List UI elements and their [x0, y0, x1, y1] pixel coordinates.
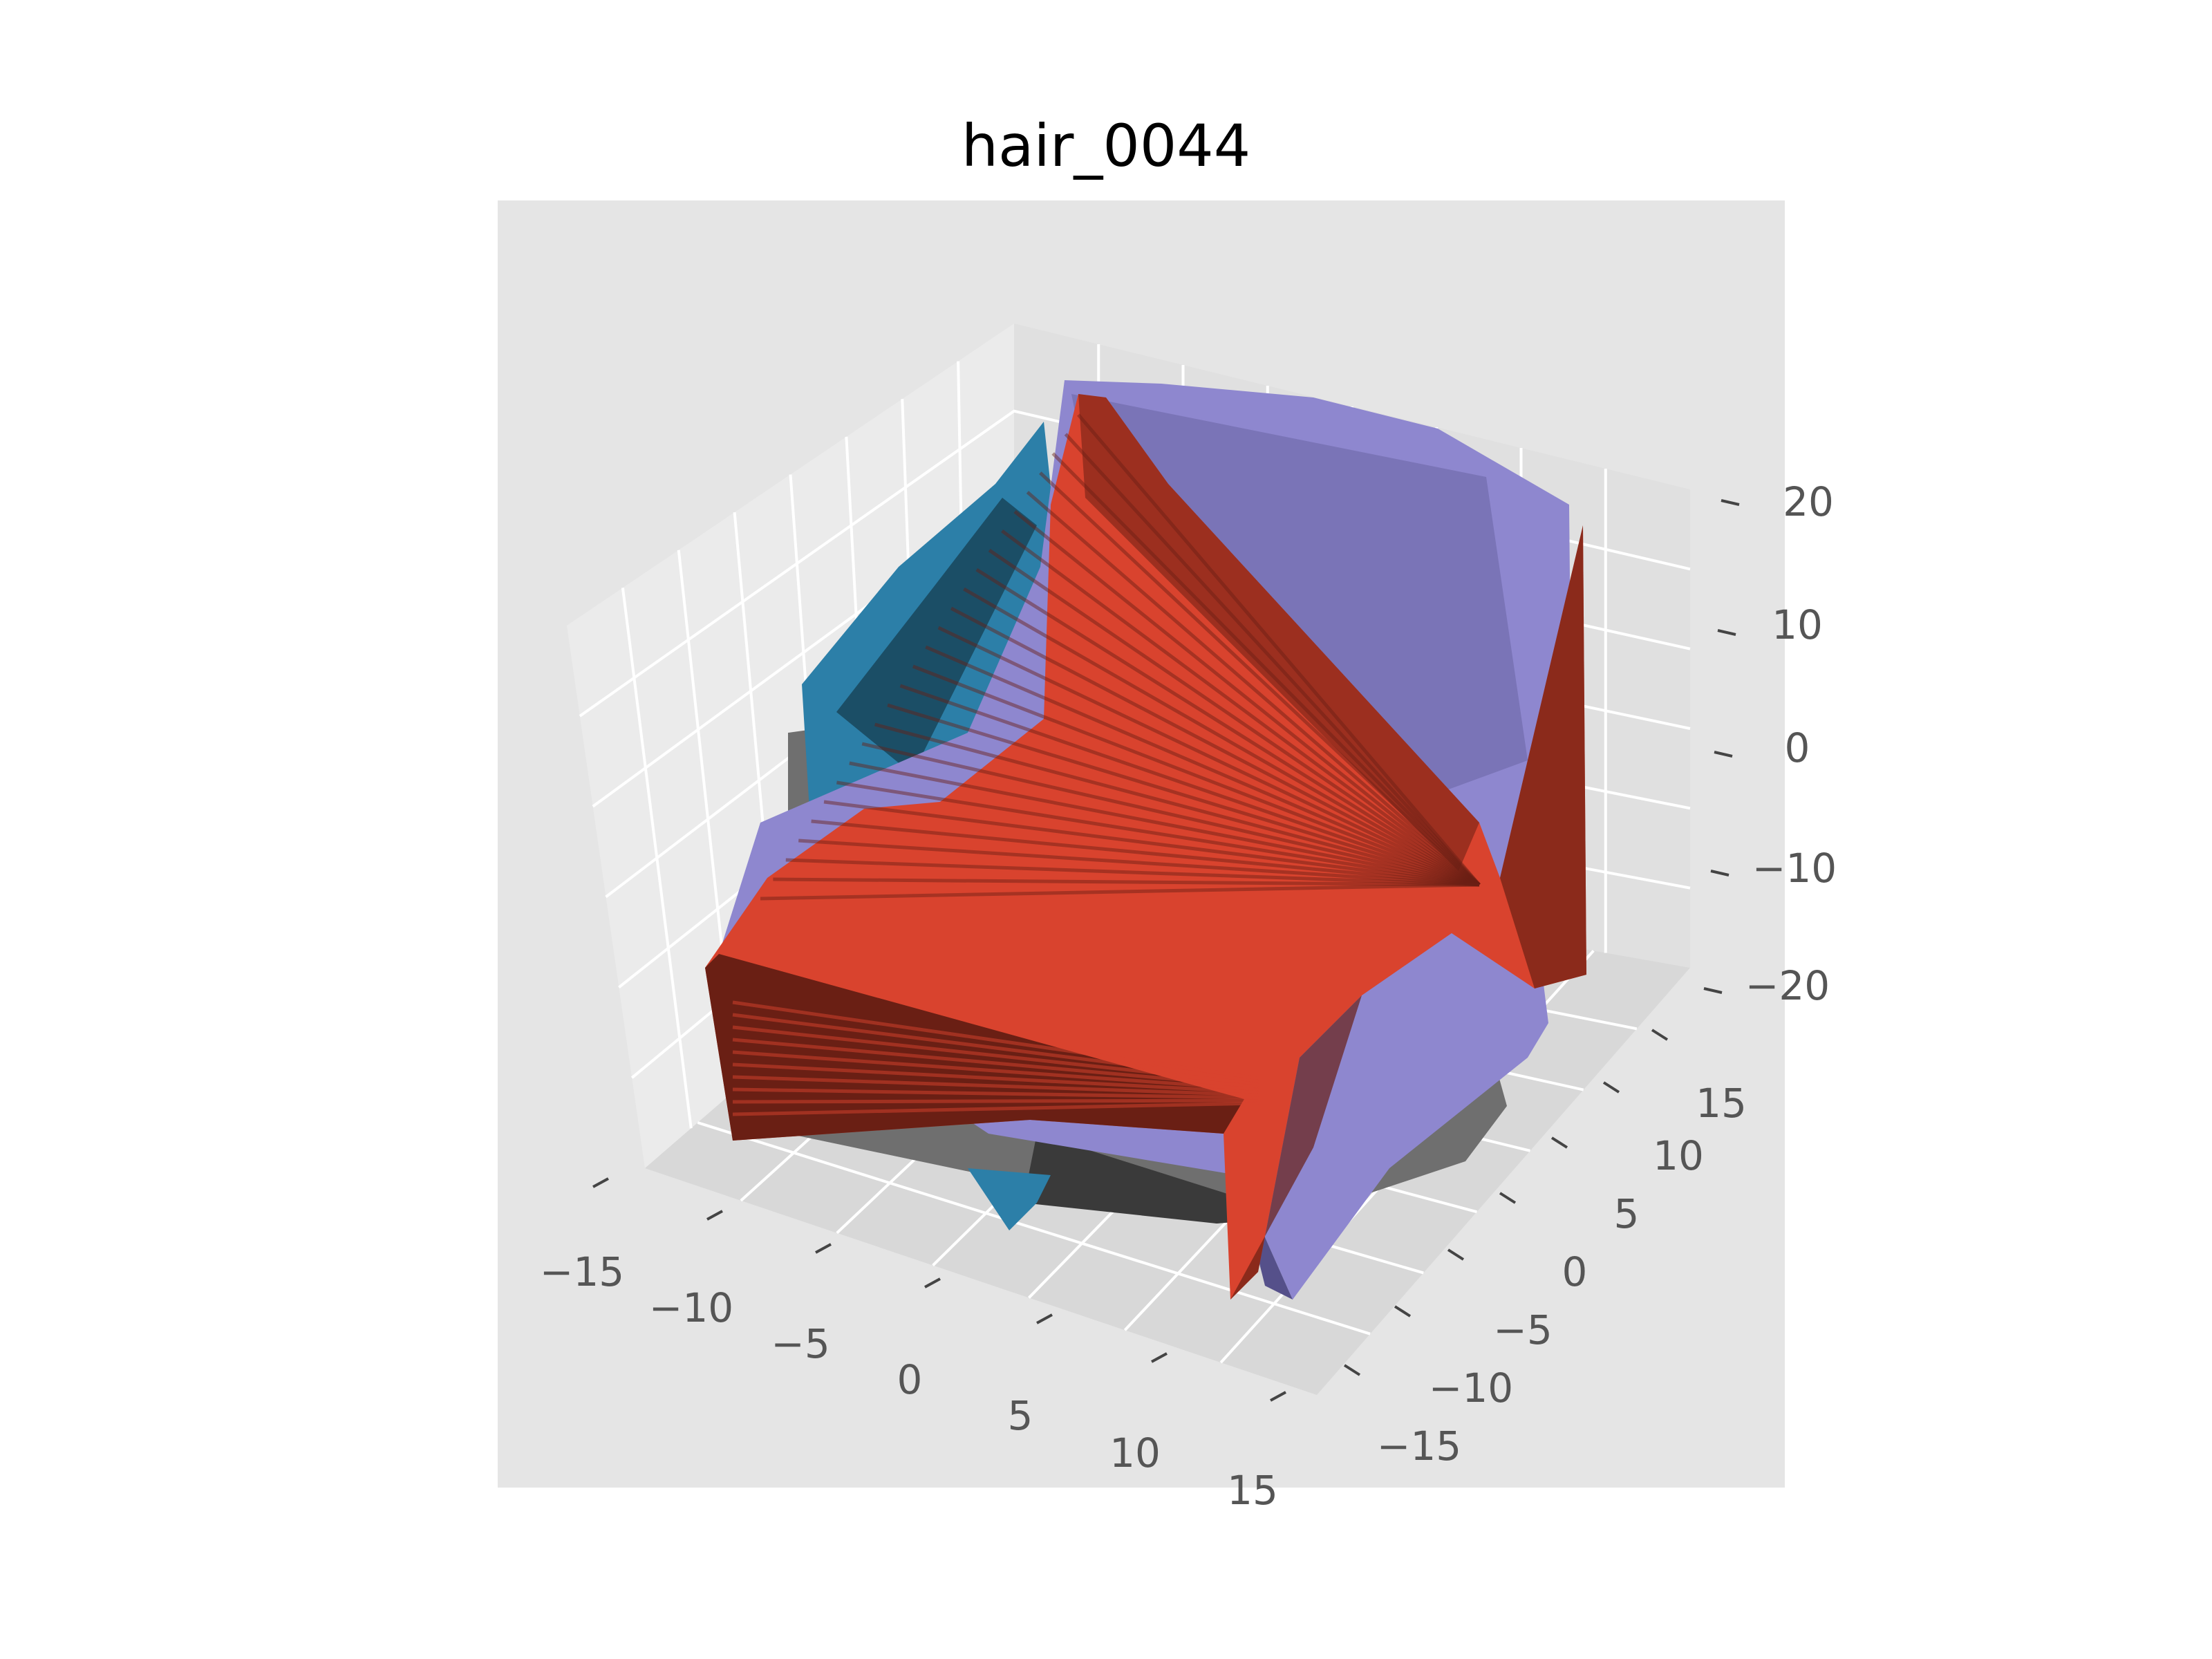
surface-red-edge — [1026, 491, 1481, 886]
y-tick-label: 5 — [1614, 1190, 1640, 1237]
surface-red-edge — [732, 1062, 1259, 1094]
x-tick — [1036, 1313, 1053, 1324]
axis-ticks — [592, 499, 1740, 1402]
surface-red-edge — [887, 703, 1480, 887]
x-tick — [1270, 1391, 1286, 1402]
surface-red-edge — [874, 722, 1480, 887]
surface-red-edge — [773, 877, 1480, 887]
x-tick — [815, 1243, 832, 1254]
z-tick — [1717, 629, 1736, 636]
z-tick — [1703, 987, 1723, 994]
surface-red-edge — [785, 858, 1480, 887]
z-tick-label: −20 — [1745, 962, 1830, 1009]
surface-blue — [968, 1168, 1051, 1230]
z-tick-label: 10 — [1772, 601, 1823, 648]
surface-red-edge — [1001, 529, 1481, 887]
y-tick-label: −10 — [1429, 1365, 1513, 1412]
chart-title: hair_0044 — [962, 112, 1250, 180]
surface-red-edge — [732, 1098, 1259, 1104]
surface-red-edge — [988, 548, 1481, 887]
surface-red-edge — [1077, 413, 1481, 886]
x-tick — [1151, 1352, 1168, 1363]
x-tick-label: −15 — [540, 1248, 624, 1295]
x-tick — [924, 1277, 941, 1288]
surface-red-shadow — [1500, 525, 1586, 988]
y-tick-label: −15 — [1377, 1423, 1461, 1470]
y-tick-label: 0 — [1562, 1248, 1588, 1295]
z-tick-label: −10 — [1752, 845, 1837, 892]
y-tick — [1550, 1136, 1568, 1149]
surface-red-edge — [899, 684, 1480, 887]
z-tick — [1710, 870, 1730, 877]
surface-red-edge — [849, 761, 1480, 887]
surface-red-edge — [732, 1101, 1259, 1116]
surface-red-edge — [1013, 510, 1481, 886]
surface-red-edge — [823, 800, 1480, 887]
x-tick — [592, 1177, 609, 1188]
y-axis: −15 −10 −5 0 5 10 15 — [1377, 1080, 1747, 1470]
x-tick-label: −10 — [649, 1284, 733, 1331]
surface-red-edge — [732, 1050, 1259, 1091]
surface-red-edge — [937, 626, 1481, 887]
surface-blue-shadow — [836, 498, 1037, 774]
surface-red-edge — [760, 883, 1480, 901]
z-tick — [1714, 751, 1733, 758]
surface-red-edge — [950, 606, 1481, 887]
surface-red-edge — [975, 568, 1481, 887]
y-tick-label: 15 — [1696, 1080, 1747, 1127]
surface-red-edge — [925, 645, 1480, 887]
surface-red-edge — [963, 587, 1481, 887]
z-axis: −20 −10 0 10 20 — [1745, 478, 1837, 1009]
gridline — [697, 1121, 1371, 1335]
plot-area — [498, 200, 1785, 1488]
surface-red-edge — [836, 780, 1480, 887]
y-tick — [1447, 1248, 1465, 1261]
surface-red-edge — [861, 742, 1480, 887]
x-tick — [706, 1210, 723, 1221]
y-tick — [1602, 1081, 1620, 1094]
y-tick-label: −5 — [1493, 1306, 1553, 1353]
surface-red-edge — [732, 1000, 1259, 1080]
y-tick — [1394, 1305, 1412, 1318]
y-tick — [1343, 1364, 1361, 1376]
x-tick-label: 10 — [1109, 1430, 1161, 1477]
x-tick-label: 0 — [897, 1356, 923, 1403]
surface-red-shadow — [1230, 995, 1362, 1300]
surface-red-edge — [912, 664, 1480, 887]
surface-red-edge — [732, 1075, 1259, 1097]
y-tick — [1499, 1192, 1517, 1204]
surface-red-edge — [1064, 433, 1481, 886]
x-tick-label: −5 — [771, 1320, 830, 1367]
surface-red-edge — [732, 1038, 1259, 1089]
surface-red-edge — [732, 1013, 1259, 1083]
surface-red-edge — [1039, 471, 1481, 886]
surface-red-edge — [811, 819, 1480, 887]
z-tick-label: 0 — [1785, 724, 1810, 771]
surface-red-edge — [732, 1087, 1259, 1100]
surface-red-edge — [798, 838, 1480, 887]
surface-red-edge — [1051, 452, 1481, 886]
y-tick-label: 10 — [1653, 1132, 1704, 1179]
surface-red-edge — [732, 1025, 1259, 1086]
x-tick-label: 15 — [1227, 1467, 1278, 1514]
surface-red-shadow — [1078, 394, 1479, 871]
x-axis: −15 −10 −5 0 5 10 15 — [540, 1248, 1278, 1514]
y-tick — [1651, 1029, 1669, 1041]
x-tick-label: 5 — [1008, 1392, 1033, 1439]
z-tick-label: 20 — [1783, 478, 1834, 525]
surfaces — [705, 380, 1586, 1300]
z-tick — [1721, 499, 1740, 506]
